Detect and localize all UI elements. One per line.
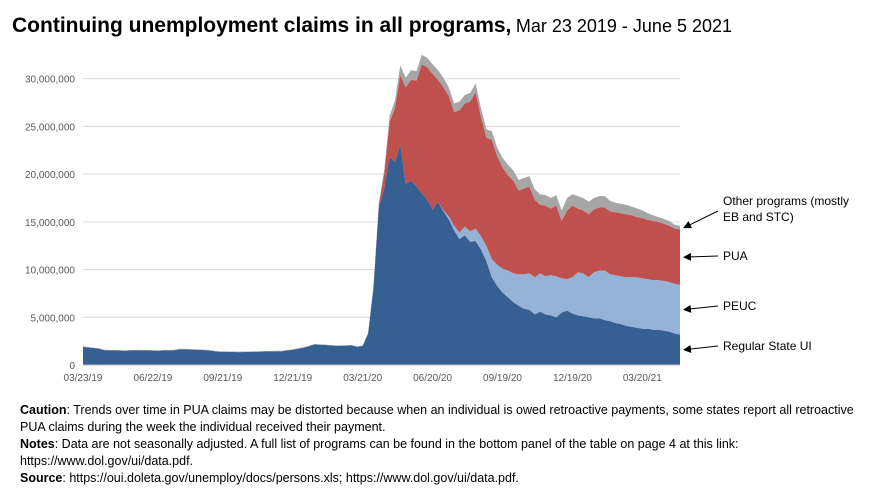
annotation-label: Other programs (mostly — [723, 194, 849, 208]
x-tick-label: 06/20/20 — [413, 373, 452, 384]
notes-note: Notes: Data are not seasonally adjusted.… — [20, 436, 870, 470]
source-text: : https://oui.doleta.gov/unemploy/docs/p… — [62, 471, 519, 485]
caution-note: Caution: Trends over time in PUA claims … — [20, 402, 870, 436]
x-tick-label: 09/21/19 — [203, 373, 242, 384]
caution-label: Caution — [20, 403, 67, 417]
annotation-label: EB and STC) — [723, 210, 794, 224]
annotation-label: Regular State UI — [723, 339, 812, 353]
x-tick-label: 03/21/20 — [343, 373, 382, 384]
x-tick-label: 09/19/20 — [483, 373, 522, 384]
y-tick-label: 25,000,000 — [25, 122, 75, 133]
annotation-arrow — [683, 344, 719, 353]
chart-title-block: Continuing unemployment claims in all pr… — [12, 14, 732, 38]
source-label: Source — [20, 471, 63, 485]
annotation-label: PUA — [723, 249, 748, 263]
annotation-arrow — [683, 210, 719, 229]
area-series-regular-state-ui — [83, 144, 680, 365]
caution-text: : Trends over time in PUA claims may be … — [20, 403, 854, 434]
y-tick-label: 0 — [69, 361, 75, 372]
x-tick-label: 03/20/21 — [623, 373, 662, 384]
x-tick-label: 06/22/19 — [133, 373, 172, 384]
y-tick-label: 5,000,000 — [31, 313, 76, 324]
y-tick-label: 30,000,000 — [25, 75, 75, 86]
annotation-arrow — [683, 252, 719, 261]
x-tick-label: 12/19/20 — [553, 373, 592, 384]
notes-text: : Data are not seasonally adjusted. A fu… — [20, 437, 739, 468]
stacked-area-chart: 0 5,000,000 10,000,000 15,000,000 20,000,000… — [25, 54, 849, 384]
area-series-peuc — [83, 144, 680, 353]
annotation-arrow — [683, 304, 719, 313]
y-tick-label: 20,000,000 — [25, 170, 75, 181]
chart-notes: Caution: Trends over time in PUA claims … — [20, 402, 870, 487]
notes-label: Notes — [20, 437, 55, 451]
x-tick-label: 03/23/19 — [64, 373, 103, 384]
y-tick-label: 10,000,000 — [25, 266, 75, 277]
y-tick-label: 15,000,000 — [25, 218, 75, 229]
annotation-label: PEUC — [723, 299, 757, 313]
chart-subtitle: Mar 23 2019 - June 5 2021 — [515, 16, 733, 36]
chart-title: Continuing unemployment claims in all pr… — [12, 14, 512, 37]
x-tick-label: 12/21/19 — [273, 373, 312, 384]
source-note: Source: https://oui.doleta.gov/unemploy/… — [20, 470, 870, 487]
